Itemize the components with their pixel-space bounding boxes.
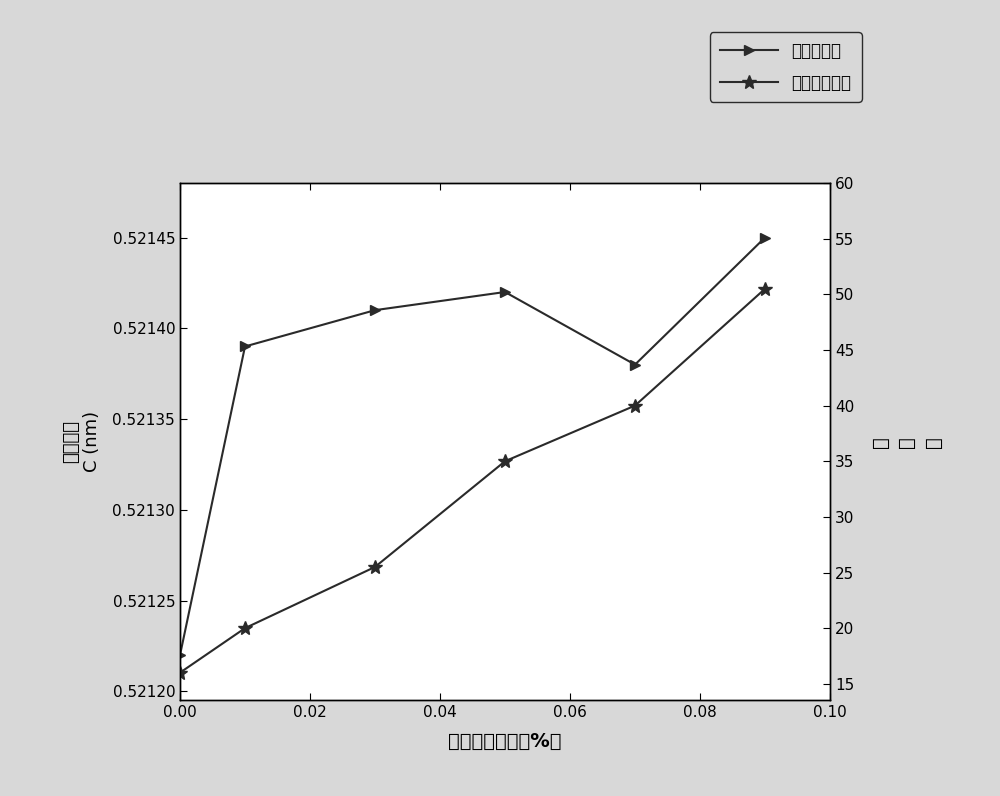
对应晶格常数 [629, 401, 641, 411]
对应半峰宽 [174, 650, 186, 660]
Y-axis label: 半
峰
宽: 半 峰 宽 [871, 436, 943, 447]
对应晶格常数 [499, 456, 511, 466]
对应晶格常数 [369, 562, 381, 572]
X-axis label: 钒离子掺入量（%）: 钒离子掺入量（%） [448, 732, 562, 751]
对应半峰宽 [239, 341, 251, 351]
对应半峰宽 [629, 360, 641, 369]
Y-axis label: 晶格常数
C (nm): 晶格常数 C (nm) [62, 412, 101, 472]
对应半峰宽 [369, 306, 381, 315]
Legend: 对应半峰宽, 对应晶格常数: 对应半峰宽, 对应晶格常数 [710, 32, 862, 102]
对应晶格常数 [239, 623, 251, 633]
对应半峰宽 [499, 287, 511, 297]
Line: 对应半峰宽: 对应半峰宽 [175, 232, 770, 660]
对应晶格常数 [759, 284, 771, 294]
对应晶格常数 [174, 668, 186, 677]
Line: 对应晶格常数: 对应晶格常数 [173, 282, 772, 680]
对应半峰宽 [759, 232, 771, 242]
